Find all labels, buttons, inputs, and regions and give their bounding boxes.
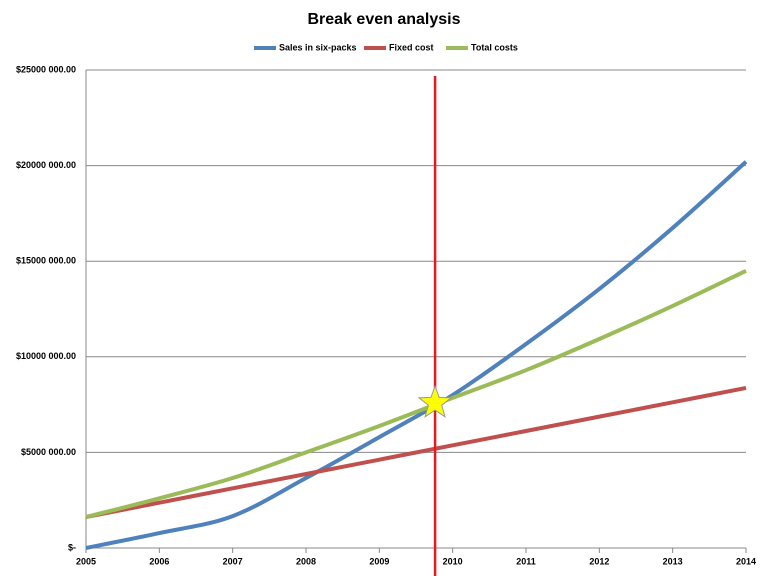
x-tick-label: 2006 [149,556,169,566]
legend-label: Total costs [471,42,518,52]
y-tick-label: $15000 000.00 [16,256,76,266]
x-tick-label: 2007 [223,556,243,566]
legend-label: Sales in six-packs [279,42,357,52]
x-tick-label: 2005 [76,556,96,566]
x-tick-label: 2013 [663,556,683,566]
series-line [85,160,748,550]
series-line [85,268,747,519]
x-tick-label: 2010 [443,556,463,566]
y-tick-label: $20000 000.00 [16,160,76,170]
x-tick-label: 2014 [736,556,756,566]
series-line [85,386,747,519]
y-tick-label: $25000 000.00 [16,64,76,74]
x-tick-label: 2009 [369,556,389,566]
break-even-star [417,384,453,419]
x-tick-label: 2011 [516,556,536,566]
chart-title: Break even analysis [308,11,461,28]
y-tick-label: $10000 000.00 [16,351,76,361]
y-tick-label: $- [68,542,76,552]
y-tick-label: $5000 000.00 [21,447,76,457]
x-tick-label: 2012 [589,556,609,566]
x-tick-label: 2008 [296,556,316,566]
legend-label: Fixed cost [389,42,434,52]
